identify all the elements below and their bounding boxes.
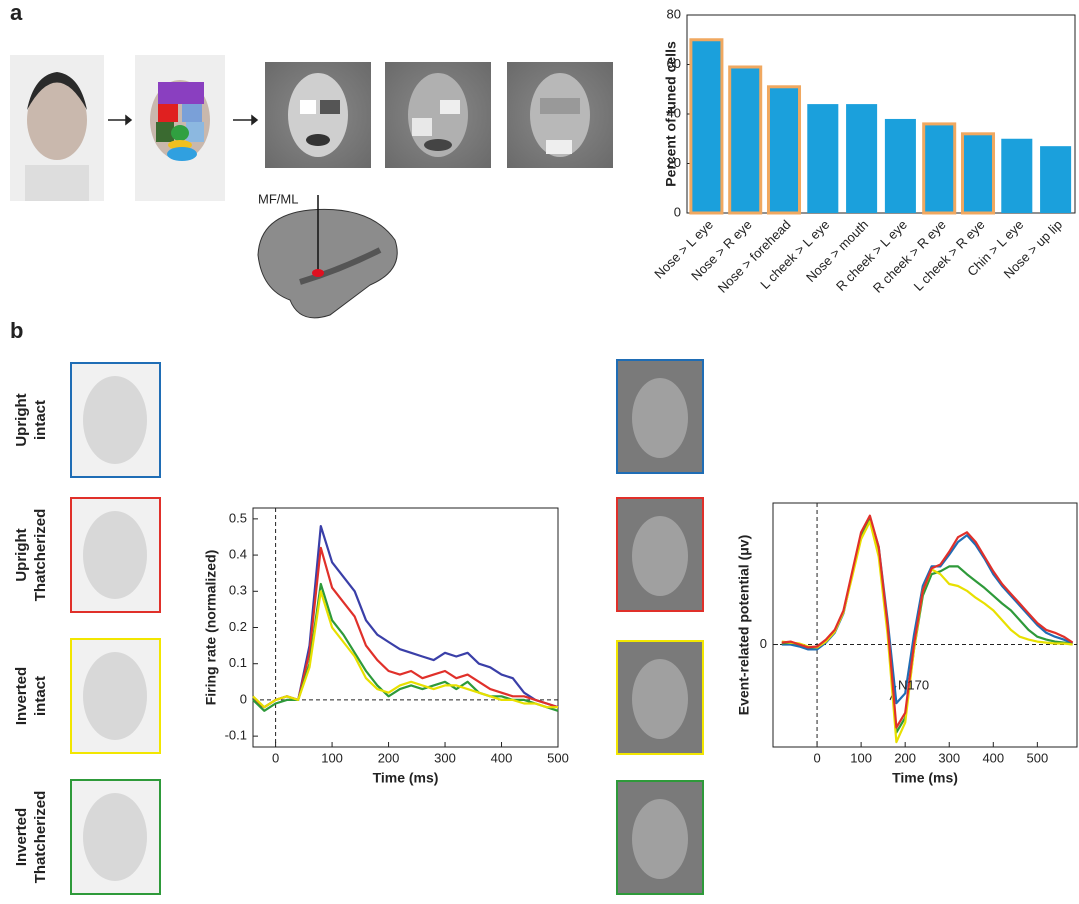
photo-face [632,659,688,739]
condition: Inverted intact [13,638,704,755]
series-line [252,525,559,709]
arrows [108,114,259,126]
x-tick-label: 0 [813,750,820,765]
condition: Upright Thatcherized [13,497,704,613]
stimulus-face [83,652,147,740]
photo-face [632,799,688,879]
series-line [781,514,1074,729]
x-tick-label: 500 [1026,750,1048,765]
photo-face [632,516,688,596]
bar [846,104,878,213]
x-axis-label: Time (ms) [892,770,958,786]
series-line [252,546,559,709]
y-axis-label: Firing rate (normalized) [203,550,219,706]
y-tick-label: 0.2 [229,619,247,634]
stimulus-face [83,376,147,464]
condition-label: intact [32,676,49,716]
condition-label: Upright [13,393,30,446]
y-tick-label: 80 [667,6,681,21]
series-line [781,516,1074,705]
annotation: N170 [898,677,929,692]
condition-label: Thatcherized [32,509,49,602]
panel-label: a [10,0,23,25]
axes-frame [252,507,559,748]
y-tick-label: 20 [667,155,681,170]
y-tick-label: 0.4 [229,547,247,562]
bar [728,65,763,215]
series-line [252,590,558,709]
y-tick-label: 0 [674,204,681,219]
bar [884,118,916,213]
recording-site-label: MF/ML [258,191,298,206]
x-tick-label: 400 [982,750,1004,765]
axes-frame [772,502,1078,748]
bar [807,104,839,213]
y-tick-label: 0 [760,636,767,651]
bar [1040,146,1072,213]
series-line [781,520,1073,744]
series-line [781,518,1073,734]
y-axis-label: Event-related potential (μv) [736,535,752,715]
brain [257,195,398,319]
cartoon-faces [265,62,613,168]
x-tick-label: 200 [378,750,400,765]
y-tick-label: 0.5 [229,510,247,525]
face-photo [10,55,104,201]
condition: Inverted Thatcherized [13,779,704,895]
x-tick-label: 100 [850,750,872,765]
panel-label: b [10,318,23,343]
y-tick-label: 0.1 [229,655,247,670]
y-tick-label: 60 [667,56,681,71]
x-tick-label: 100 [321,750,343,765]
condition-label: Thatcherized [32,791,49,884]
stimulus-face [83,793,147,881]
x-tick-label: L cheek > L eye [757,217,832,292]
bar [960,132,996,215]
condition-label: Inverted [13,808,30,866]
bar [689,38,724,215]
y-tick-label: 0.3 [229,583,247,598]
condition: Upright intact [13,359,704,478]
y-tick-label: 40 [667,105,681,120]
x-tick-label: 300 [938,750,960,765]
x-tick-label: 200 [894,750,916,765]
y-tick-label: -0.1 [225,728,247,743]
bar [1001,138,1033,213]
x-axis-label: Time (ms) [373,770,439,786]
stimulus-face [83,511,147,599]
y-axis-label: Percent of tuned cells [663,41,679,187]
y-tick-label: 0 [240,691,247,706]
condition-label: Inverted [13,667,30,725]
segmented-face [135,55,225,201]
condition-label: Upright [13,528,30,581]
x-tick-label: 400 [491,750,513,765]
x-tick-label: 300 [434,750,456,765]
series-line [252,582,559,712]
x-tick-label: 0 [272,750,279,765]
bar [766,85,802,215]
bar [922,122,957,215]
photo-face [632,378,688,458]
x-tick-label: 500 [547,750,569,765]
condition-label: intact [32,400,49,440]
